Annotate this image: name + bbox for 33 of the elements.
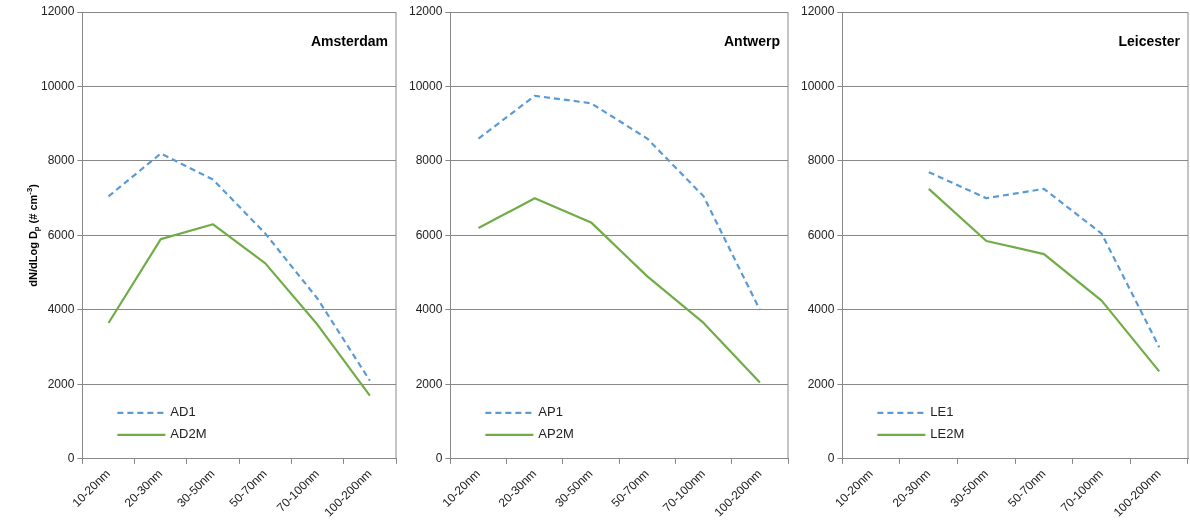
y-tick-label: 6000: [47, 227, 75, 242]
line-series: [477, 94, 761, 312]
y-tick-label: 2000: [47, 376, 75, 391]
y-tick-label: 4000: [807, 302, 835, 317]
y-tick-label: 8000: [47, 153, 75, 168]
y-tick-label: 8000: [415, 153, 443, 168]
y-tick-label: 4000: [47, 302, 75, 317]
text: Antwerp: [724, 32, 780, 49]
legend-label: LE2M: [930, 426, 965, 442]
legend-label: LE1: [930, 404, 954, 420]
y-tick-label: 10000: [408, 78, 443, 93]
y-tick-label: 12000: [800, 4, 835, 19]
text: Amsterdam: [310, 32, 388, 49]
y-tick-label: 6000: [415, 227, 443, 242]
line-series: [107, 152, 371, 382]
legend-label: AP1: [538, 404, 563, 420]
y-tick-label: 0: [435, 451, 443, 466]
legend-label: AD2M: [170, 426, 207, 442]
legend-label: AP2M: [538, 426, 574, 442]
line-series: [927, 171, 1161, 349]
y-tick-label: 8000: [807, 153, 835, 168]
y-tick-label: 2000: [807, 376, 835, 391]
legend-label: AD1: [170, 404, 196, 420]
y-tick-label: 2000: [415, 376, 443, 391]
y-tick-label: 12000: [408, 4, 443, 19]
y-tick-label: 0: [827, 451, 835, 466]
y-tick-label: 10000: [40, 78, 75, 93]
y-tick-label: 6000: [807, 227, 835, 242]
y-tick-label: 12000: [40, 4, 75, 19]
y-tick-label: 4000: [415, 302, 443, 317]
y-tick-label: 10000: [800, 78, 835, 93]
y-tick-label: 0: [67, 451, 75, 466]
text: Leicester: [1118, 32, 1181, 49]
